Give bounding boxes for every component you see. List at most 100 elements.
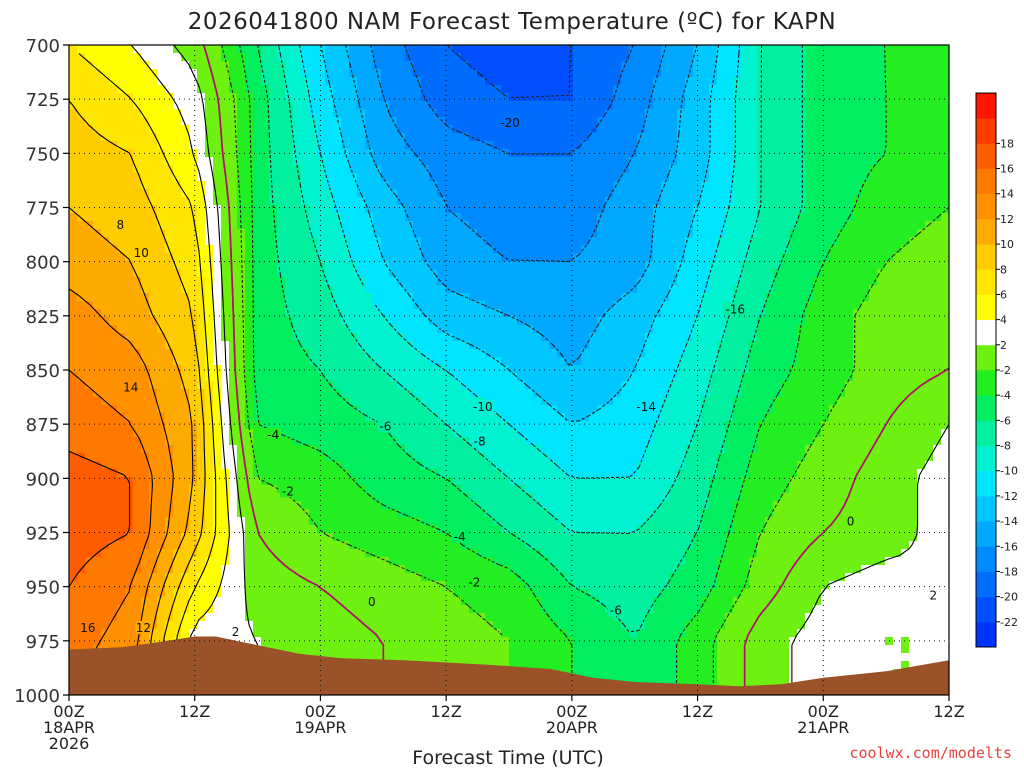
field-cell [797,269,806,278]
field-cell [421,341,430,350]
field-cell [109,165,118,174]
field-cell [525,101,534,110]
field-cell [717,149,726,158]
field-cell [173,365,182,374]
field-cell [357,373,366,382]
field-cell [877,53,886,62]
field-cell [549,125,558,134]
field-cell [781,309,790,318]
field-cell [677,389,686,398]
field-cell [309,173,318,182]
field-cell [493,365,502,374]
field-cell [357,109,366,118]
field-cell [501,325,510,334]
field-cell [197,69,206,78]
field-cell [853,77,862,86]
field-cell [821,85,830,94]
field-cell [765,397,774,406]
field-cell [205,389,214,398]
field-cell [621,333,630,342]
field-cell [941,149,949,158]
field-cell [245,221,254,230]
field-cell [797,333,806,342]
field-cell [829,285,838,294]
field-cell [573,277,582,286]
field-cell [605,45,614,54]
field-cell [565,45,574,54]
field-cell [293,109,302,118]
field-cell [669,389,678,398]
field-cell [173,269,182,278]
field-cell [637,237,646,246]
field-cell [853,221,862,230]
field-cell [597,181,606,190]
field-cell [845,373,854,382]
field-cell [709,293,718,302]
field-cell [741,93,750,102]
field-cell [525,213,534,222]
field-cell [485,77,494,86]
field-cell [325,333,334,342]
field-cell [341,357,350,366]
field-cell [77,405,86,414]
field-cell [189,285,198,294]
field-cell [653,93,662,102]
field-cell [693,205,702,214]
field-cell [293,357,302,366]
field-cell [709,205,718,214]
field-cell [437,93,446,102]
field-cell [141,213,150,222]
field-cell [533,69,542,78]
field-cell [837,189,846,198]
field-cell [149,309,158,318]
field-cell [493,101,502,110]
field-cell [557,365,566,374]
field-cell [245,197,254,206]
field-cell [269,309,278,318]
field-cell [301,325,310,334]
field-cell [669,349,678,358]
field-cell [261,309,270,318]
field-cell [245,157,254,166]
field-cell [597,237,606,246]
field-cell [661,197,670,206]
field-cell [333,237,342,246]
field-cell [301,189,310,198]
field-cell [509,85,518,94]
field-cell [813,141,822,150]
field-cell [733,261,742,270]
field-cell [877,85,886,94]
field-cell [677,325,686,334]
field-cell [637,125,646,134]
field-cell [781,341,790,350]
field-cell [645,245,654,254]
field-cell [213,53,222,62]
field-cell [941,69,949,78]
field-cell [165,77,174,86]
field-cell [525,301,534,310]
field-cell [605,245,614,254]
field-cell [845,317,854,326]
field-cell [397,325,406,334]
field-cell [341,389,350,398]
field-cell [549,309,558,318]
field-cell [413,197,422,206]
field-cell [645,69,654,78]
field-cell [661,301,670,310]
field-cell [557,325,566,334]
field-cell [437,261,446,270]
field-cell [685,261,694,270]
field-cell [757,165,766,174]
field-cell [253,205,262,214]
field-cell [869,213,878,222]
field-cell [325,69,334,78]
field-cell [181,253,190,262]
field-cell [853,213,862,222]
field-cell [125,317,134,326]
field-cell [925,285,934,294]
field-cell [789,309,798,318]
field-cell [157,93,166,102]
field-cell [229,101,238,110]
field-cell [797,357,806,366]
field-cell [749,325,758,334]
